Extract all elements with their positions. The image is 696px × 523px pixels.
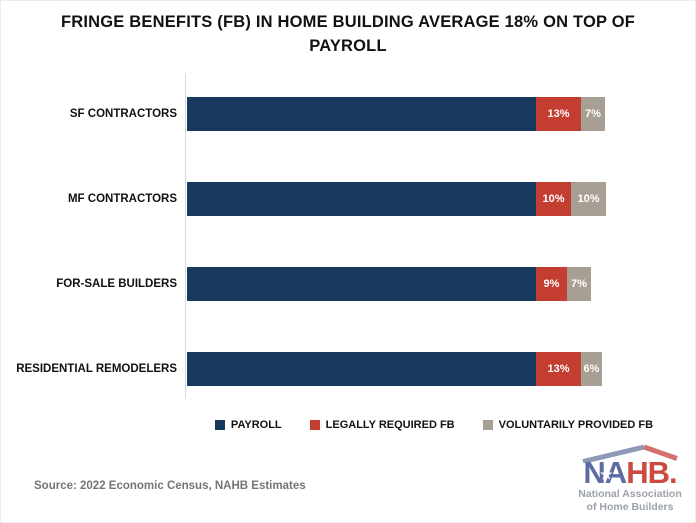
stacked-bar: 10% 10% — [187, 182, 606, 216]
chart-title: FRINGE BENEFITS (FB) IN HOME BUILDING AV… — [60, 13, 636, 55]
bar-segment-payroll — [187, 267, 536, 301]
bar-segment-legally-required-fb: 10% — [536, 182, 571, 216]
nahb-star-icon: ★ — [600, 466, 613, 482]
nahb-roof-icon — [582, 444, 678, 463]
legend-swatch-payroll — [214, 420, 225, 430]
nahb-letters-hb: HB. — [626, 455, 677, 490]
bar-segment-payroll — [187, 182, 536, 216]
legend-item-legally-required-fb: LEGALLY REQUIRED FB — [309, 419, 455, 431]
bar-segment-legally-required-fb: 9% — [536, 267, 567, 301]
nahb-tagline: National Association of Home Builders — [577, 488, 683, 513]
chart-row-for-sale-builders: FOR-SALE BUILDERS 9% 7% — [1, 267, 695, 301]
chart-row-residential-remodelers: RESIDENTIAL REMODELERS 13% 6% — [1, 352, 695, 386]
category-label: RESIDENTIAL REMODELERS — [16, 363, 177, 375]
bar-segment-legally-required-fb: 13% — [536, 352, 581, 386]
stacked-bar: 9% 7% — [187, 267, 591, 301]
stacked-bar: 13% 7% — [187, 97, 605, 131]
bar-segment-voluntarily-provided-fb: 6% — [581, 352, 602, 386]
category-label: FOR-SALE BUILDERS — [56, 278, 177, 290]
nahb-tagline-line1: National Association — [578, 488, 682, 500]
nahb-wordmark: NAHB. ★ — [577, 457, 683, 488]
bar-segment-voluntarily-provided-fb: 7% — [567, 267, 591, 301]
legend-item-payroll: PAYROLL — [214, 419, 282, 431]
category-label: SF CONTRACTORS — [69, 108, 177, 120]
source-note: Source: 2022 Economic Census, NAHB Estim… — [34, 480, 306, 492]
bar-segment-payroll — [187, 97, 536, 131]
nahb-letters-na: NA — [583, 455, 627, 490]
legend-swatch-legally-required-fb — [309, 420, 320, 430]
nahb-roof-left-slope — [582, 444, 645, 463]
y-axis-line — [185, 73, 186, 399]
bar-segment-voluntarily-provided-fb: 7% — [581, 97, 605, 131]
category-label: MF CONTRACTORS — [67, 193, 177, 205]
chart-legend: PAYROLL LEGALLY REQUIRED FB VOLUNTARILY … — [187, 419, 681, 431]
bar-segment-payroll — [187, 352, 536, 386]
chart-row-sf-contractors: SF CONTRACTORS 13% 7% — [1, 97, 695, 131]
chart-row-mf-contractors: MF CONTRACTORS 10% 10% — [1, 182, 695, 216]
bar-segment-voluntarily-provided-fb: 10% — [571, 182, 606, 216]
legend-swatch-voluntarily-provided-fb — [482, 420, 493, 430]
plot-area: SF CONTRACTORS 13% 7% MF CONTRACTORS 10% 10% F… — [1, 73, 695, 399]
legend-label-payroll: PAYROLL — [230, 419, 282, 431]
nahb-roof-right-slope — [643, 444, 678, 461]
stacked-bar: 13% 6% — [187, 352, 602, 386]
legend-item-voluntarily-provided-fb: VOLUNTARILY PROVIDED FB — [482, 419, 654, 431]
nahb-tagline-line2: of Home Builders — [586, 500, 674, 513]
nahb-logo: NAHB. ★ National Association of Home Bui… — [577, 444, 683, 513]
legend-label-voluntarily-provided-fb: VOLUNTARILY PROVIDED FB — [498, 419, 654, 431]
legend-label-legally-required-fb: LEGALLY REQUIRED FB — [325, 419, 455, 431]
bar-segment-legally-required-fb: 13% — [536, 97, 581, 131]
